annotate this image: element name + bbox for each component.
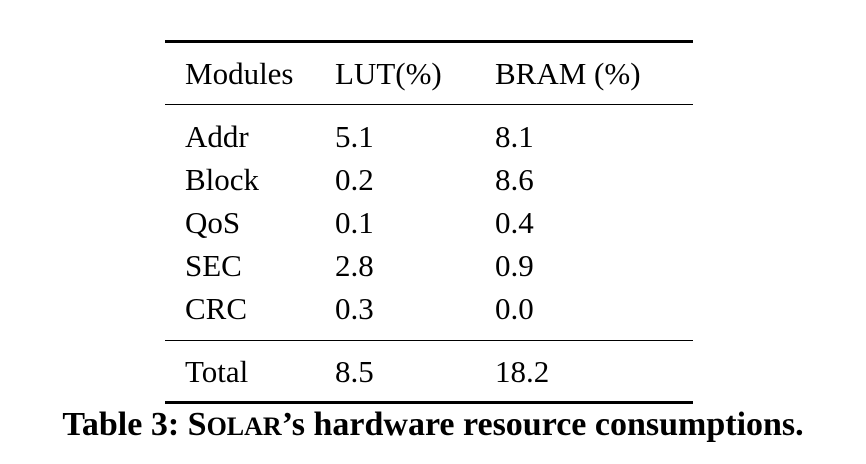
caption-system-name-smallcaps: OLAR [206,412,282,441]
caption-prefix: Table 3: [62,406,188,443]
cell-lut: 0.1 [335,205,374,240]
cell-module: QoS [185,205,241,240]
table-row: SEC 2.8 0.9 [165,244,693,287]
cell-lut: 2.8 [335,248,374,283]
cell-module: SEC [185,248,242,283]
cell-lut: 5.1 [335,104,495,158]
cell-bram: 0.4 [495,205,534,240]
table-row: QoS 0.1 0.4 [165,201,693,244]
cell-module: Block [185,162,260,197]
table-row: CRC 0.3 0.0 [165,287,693,341]
header-bram: BRAM (%) [495,40,693,105]
cell-total-label: Total [165,340,335,404]
table-row: Block 0.2 8.6 [165,158,693,201]
table-row: Addr 5.1 8.1 [165,104,693,158]
caption-system-name-initial: S [187,406,207,443]
cell-bram: 0.9 [495,248,534,283]
resource-table: Modules LUT(%) BRAM (%) Addr 5.1 8.1 Blo… [165,40,693,404]
cell-bram: 8.1 [495,104,693,158]
cell-total-lut: 8.5 [335,340,495,404]
table-caption: Table 3: SOLAR’s hardware resource consu… [0,408,866,442]
header-lut: LUT(%) [335,40,495,105]
table-total-row: Total 8.5 18.2 [165,340,693,404]
cell-module: CRC [185,291,248,326]
cell-module: Addr [165,104,335,158]
cell-total-bram: 18.2 [495,340,693,404]
caption-suffix: ’s hardware resource consumptions. [281,406,804,443]
cell-bram: 0.0 [495,291,534,326]
header-modules: Modules [165,40,335,105]
resource-table-container: Modules LUT(%) BRAM (%) Addr 5.1 8.1 Blo… [165,40,693,404]
cell-lut: 0.2 [335,162,374,197]
cell-bram: 8.6 [495,162,534,197]
table-header-row: Modules LUT(%) BRAM (%) [165,40,693,105]
cell-lut: 0.3 [335,291,374,326]
